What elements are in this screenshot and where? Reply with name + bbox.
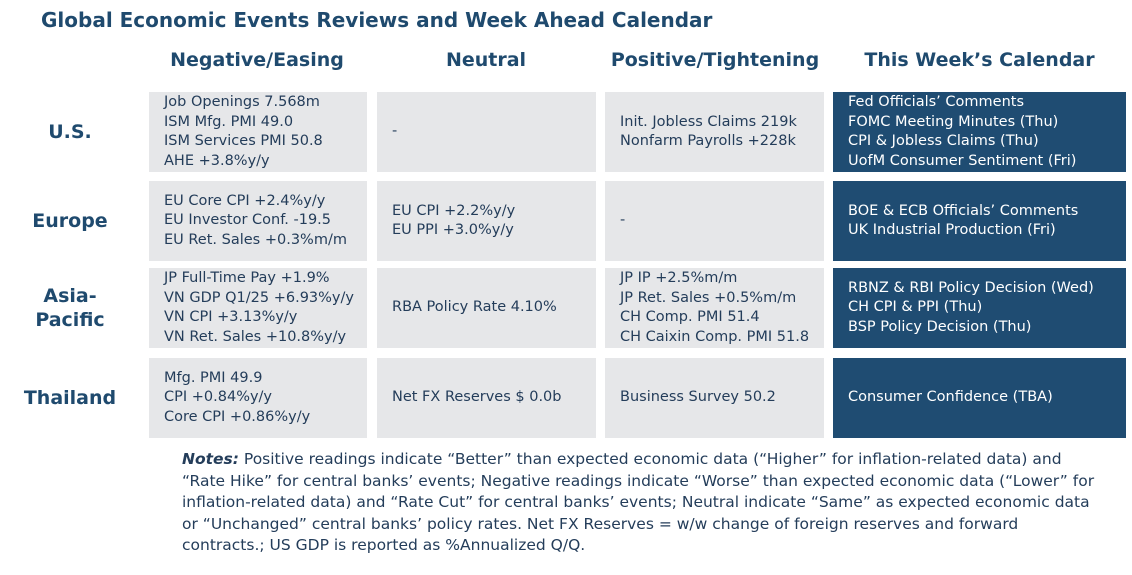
row-label-text: Europe: [32, 210, 108, 232]
cell-line: VN Ret. Sales +10.8%y/y: [164, 328, 347, 345]
notes: Notes: Positive readings indicate “Bette…: [182, 449, 1102, 557]
cell-line: Job Openings 7.568m: [164, 94, 320, 110]
cell-line: UofM Consumer Sentiment (Fri): [848, 152, 1077, 169]
cell-line: EU Core CPI +2.4%y/y: [164, 192, 326, 209]
cell-calendar: RBNZ & RBI Policy Decision (Wed) CH CPI &…: [833, 268, 1126, 348]
cell-positive: Business Survey 50.2: [605, 358, 824, 438]
cell-line: JP Full-Time Pay +1.9%: [164, 270, 330, 286]
cell-line: CH Caixin Comp. PMI 51.8: [620, 328, 810, 345]
cell-line: BOE & ECB Officials’ Comments: [848, 202, 1079, 219]
cell-line: AHE +3.8%y/y: [164, 152, 270, 169]
cell-negative: Mfg. PMI 49.9 CPI +0.84%y/y Core CPI +0.86…: [149, 358, 367, 438]
row-label: Europe: [0, 181, 140, 261]
cell-line: JP Ret. Sales +0.5%m/m: [620, 289, 797, 306]
cell-neutral: RBA Policy Rate 4.10%: [377, 268, 596, 348]
cell-line: Mfg. PMI 49.9: [164, 369, 263, 386]
cell-negative: Job Openings 7.568m ISM Mfg. PMI 49.0 ISM …: [149, 92, 367, 172]
cell-calendar: BOE & ECB Officials’ Comments UK Industri…: [833, 181, 1126, 261]
cell-line: EU CPI +2.2%y/y: [392, 202, 516, 219]
column-header-calendar: This Week’s Calendar: [864, 49, 1095, 71]
cell-line: CPI +0.84%y/y: [164, 389, 273, 406]
cell-line: Net FX Reserves $ 0.0b: [392, 389, 562, 406]
row-label: U.S.: [0, 92, 140, 172]
row-label-line: Asia-: [43, 285, 97, 307]
cell-negative: JP Full-Time Pay +1.9% VN GDP Q1/25 +6.93…: [149, 268, 367, 348]
cell-line: ISM Mfg. PMI 49.0: [164, 113, 294, 130]
cell-neutral: Net FX Reserves $ 0.0b: [377, 358, 596, 438]
notes-label: Notes:: [182, 450, 239, 468]
cell-line: JP IP +2.5%m/m: [620, 270, 738, 286]
column-header-negative: Negative/Easing: [170, 49, 344, 71]
cell-line: -: [620, 212, 626, 229]
cell-calendar: Fed Officials’ Comments FOMC Meeting Minu…: [833, 92, 1126, 172]
cell-line: Nonfarm Payrolls +228k: [620, 133, 796, 149]
cell-line: CH CPI & PPI (Thu): [848, 299, 983, 316]
cell-line: BSP Policy Decision (Thu): [848, 318, 1032, 335]
cell-line: Core CPI +0.86%y/y: [164, 408, 311, 425]
cell-negative: EU Core CPI +2.4%y/y EU Investor Conf. -1…: [149, 181, 367, 261]
cell-calendar: Consumer Confidence (TBA): [833, 358, 1126, 438]
row-label: Asia-PacificAsia-Pacific: [0, 268, 140, 348]
column-header-neutral: Neutral: [445, 49, 527, 71]
cell-line: EU Ret. Sales +0.3%m/m: [164, 231, 347, 248]
row-label-text: Thailand: [23, 387, 117, 409]
cell-neutral: -: [377, 92, 596, 172]
cell-line: UK Industrial Production (Fri): [848, 222, 1056, 238]
cell-line: Init. Jobless Claims 219k: [620, 113, 797, 130]
notes-text: Positive readings indicate “Better” than…: [182, 450, 1095, 555]
cell-positive: JP IP +2.5%m/m JP Ret. Sales +0.5%m/m CH C…: [605, 268, 824, 348]
cell-line: VN GDP Q1/25 +6.93%y/y: [164, 289, 354, 306]
row-label-line: Pacific: [35, 309, 105, 331]
cell-line: Consumer Confidence (TBA): [848, 389, 1053, 406]
cell-line: CPI & Jobless Claims (Thu): [848, 133, 1039, 149]
cell-line: EU PPI +3.0%y/y: [392, 222, 514, 238]
cell-line: FOMC Meeting Minutes (Thu): [848, 113, 1059, 130]
cell-positive: -: [605, 181, 824, 261]
cell-line: EU Investor Conf. -19.5: [164, 212, 332, 229]
cell-line: RBA Policy Rate 4.10%: [392, 299, 557, 316]
cell-line: RBNZ & RBI Policy Decision (Wed): [848, 279, 1094, 296]
row-label-text: U.S.: [48, 121, 92, 143]
page-title: Global Economic Events Reviews and Week …: [41, 8, 713, 32]
cell-line: CH Comp. PMI 51.4: [620, 309, 760, 325]
cell-line: Fed Officials’ Comments: [848, 94, 1024, 110]
column-header-positive: Positive/Tightening: [610, 49, 820, 71]
cell-line: Business Survey 50.2: [620, 389, 776, 406]
cell-line: ISM Services PMI 50.8: [164, 133, 323, 149]
cell-line: -: [392, 123, 398, 140]
cell-line: VN CPI +3.13%y/y: [164, 309, 298, 325]
row-label: Thailand: [0, 358, 140, 438]
cell-positive: Init. Jobless Claims 219k Nonfarm Payroll…: [605, 92, 824, 172]
cell-neutral: EU CPI +2.2%y/y EU PPI +3.0%y/y: [377, 181, 596, 261]
row-label-lines: Asia- Pacific: [35, 284, 104, 332]
